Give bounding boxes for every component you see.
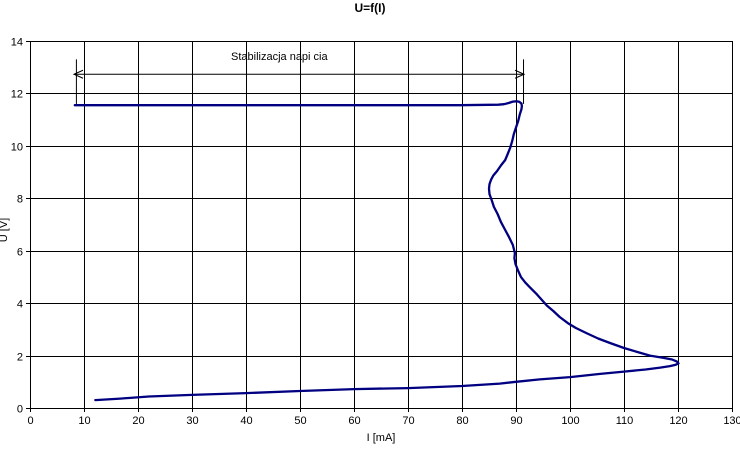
y-tick-label: 4: [17, 299, 23, 311]
stabilization-annotation-label: Stabilizacja napi cia: [231, 51, 328, 63]
x-tick-label: 110: [616, 415, 634, 427]
x-tick-label: 60: [348, 415, 360, 427]
x-tick-label: 90: [510, 415, 522, 427]
x-tick-label: 20: [132, 415, 144, 427]
y-tick-label: 2: [17, 352, 23, 364]
x-tick-label: 0: [27, 415, 33, 427]
chart-title: U=f(I): [354, 1, 386, 15]
x-axis-title: I [mA]: [366, 432, 396, 444]
y-tick-label: 6: [17, 247, 23, 259]
x-tick-label: 40: [240, 415, 252, 427]
stabilization-arrow: [72, 59, 526, 104]
x-tick-label: 30: [186, 415, 198, 427]
y-axis-title: U [V]: [0, 217, 10, 242]
y-tick-label: 0: [17, 404, 23, 416]
x-tick-label: 70: [402, 415, 414, 427]
x-tick-label: 120: [669, 415, 687, 427]
gridlines: [26, 41, 733, 412]
y-tick-label: 14: [11, 37, 23, 49]
y-tick-label: 8: [17, 194, 23, 206]
x-tick-label: 50: [294, 415, 306, 427]
x-tick-labels: 0 10 20 30 40 50 60 70 80 90 100 110 120 130: [27, 415, 740, 427]
y-tick-label: 10: [11, 142, 23, 154]
y-tick-label: 12: [11, 89, 23, 101]
left-arrowhead-icon: [72, 69, 84, 79]
y-tick-labels: 0 2 4 6 8 10 12 14: [11, 37, 23, 416]
right-arrowhead-icon: [514, 69, 526, 79]
x-tick-label: 10: [78, 415, 90, 427]
x-tick-label: 130: [723, 415, 740, 427]
uv-characteristic-curve: [73, 100, 680, 402]
x-tick-label: 100: [561, 415, 579, 427]
x-tick-label: 80: [456, 415, 468, 427]
